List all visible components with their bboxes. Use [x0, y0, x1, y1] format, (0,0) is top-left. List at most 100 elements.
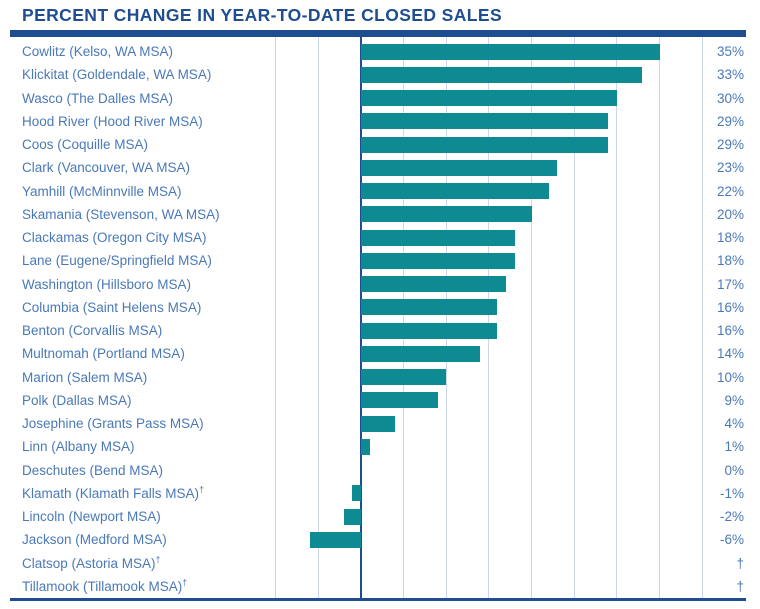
bar — [361, 369, 447, 386]
bar — [352, 485, 361, 502]
chart-row: Clark (Vancouver, WA MSA) 23% — [0, 156, 760, 179]
row-label: Clackamas (Oregon City MSA) — [22, 230, 207, 245]
row-label: Cowlitz (Kelso, WA MSA) — [22, 44, 174, 59]
row-label: Lincoln (Newport MSA) — [22, 509, 161, 524]
value-label: 1% — [724, 439, 744, 455]
footnote-dagger: † — [199, 484, 205, 495]
bar — [361, 322, 498, 339]
row-label: Coos (Coquille MSA) — [22, 137, 149, 152]
gridline — [531, 37, 533, 598]
bar — [361, 159, 558, 176]
gridline — [445, 37, 447, 598]
value-label: 17% — [716, 276, 744, 292]
row-label: Klamath (Klamath Falls MSA)† — [22, 484, 205, 501]
row-label: Multnomah (Portland MSA) — [22, 346, 185, 362]
value-label: 29% — [716, 113, 744, 129]
chart-row: Clackamas (Oregon City MSA) 18% — [0, 226, 760, 249]
gridline — [659, 37, 661, 598]
footnote-dagger: † — [155, 554, 161, 564]
value-label: 16% — [716, 323, 744, 338]
row-label: Clark (Vancouver, WA MSA) — [22, 160, 191, 176]
value-label: 29% — [716, 137, 744, 152]
chart-row: Benton (Corvallis MSA) 16% — [0, 319, 760, 342]
value-label: 18% — [716, 230, 744, 245]
value-label: 4% — [724, 416, 744, 431]
bar — [361, 438, 370, 455]
bar — [361, 136, 609, 153]
bar — [361, 43, 660, 60]
bar — [361, 276, 506, 293]
row-label: Hood River (Hood River MSA) — [22, 113, 203, 129]
chart-row: Deschutes (Bend MSA) 0% — [0, 459, 760, 482]
bar — [343, 508, 361, 525]
row-label: Washington (Hillsboro MSA) — [22, 276, 192, 292]
chart-row: Polk (Dallas MSA) 9% — [0, 389, 760, 412]
bar — [361, 415, 396, 432]
gridline — [275, 37, 277, 598]
row-label: Marion (Salem MSA) — [22, 369, 148, 385]
value-label: 22% — [716, 183, 744, 199]
bar — [361, 299, 498, 316]
bar — [361, 252, 515, 269]
chart-row: Marion (Salem MSA) 10% — [0, 366, 760, 389]
zero-axis-line — [359, 37, 363, 598]
chart-row: Skamania (Stevenson, WA MSA) 20% — [0, 203, 760, 226]
chart-row: Cowlitz (Kelso, WA MSA) 35% — [0, 40, 760, 63]
row-label: Benton (Corvallis MSA) — [22, 323, 163, 338]
row-label: Linn (Albany MSA) — [22, 439, 135, 455]
value-label: † — [736, 555, 744, 571]
chart-row: Clatsop (Astoria MSA)† † — [0, 552, 760, 575]
chart-row: Klickitat (Goldendale, WA MSA) 33% — [0, 63, 760, 86]
chart-row: Lane (Eugene/Springfield MSA) 18% — [0, 249, 760, 272]
bar — [361, 183, 549, 200]
bar — [361, 345, 481, 362]
row-label: Polk (Dallas MSA) — [22, 392, 132, 408]
x-axis-line — [10, 598, 746, 601]
row-label: Klickitat (Goldendale, WA MSA) — [22, 67, 212, 83]
chart-row: Coos (Coquille MSA) 29% — [0, 133, 760, 156]
gridline — [573, 37, 575, 598]
row-label: Columbia (Saint Helens MSA) — [22, 299, 202, 315]
chart-row: Yamhill (McMinnville MSA) 22% — [0, 180, 760, 203]
gridline — [701, 37, 703, 598]
value-label: -6% — [719, 532, 744, 548]
gridline — [616, 37, 618, 598]
chart-row: Wasco (The Dalles MSA) 30% — [0, 87, 760, 110]
chart-row: Linn (Albany MSA) 1% — [0, 435, 760, 458]
chart-row: Josephine (Grants Pass MSA) 4% — [0, 412, 760, 435]
chart-row: Klamath (Klamath Falls MSA)† -1% — [0, 482, 760, 505]
chart-title: PERCENT CHANGE IN YEAR-TO-DATE CLOSED SA… — [22, 5, 503, 25]
value-label: 9% — [724, 392, 744, 408]
chart-row: Multnomah (Portland MSA) 14% — [0, 342, 760, 365]
bar — [361, 392, 438, 409]
gridline — [488, 37, 490, 598]
chart-row: Columbia (Saint Helens MSA) 16% — [0, 296, 760, 319]
gridline — [403, 37, 405, 598]
row-label: Clatsop (Astoria MSA)† — [22, 554, 161, 571]
footnote-dagger: † — [182, 577, 188, 588]
value-label: † — [736, 578, 744, 594]
row-label: Deschutes (Bend MSA) — [22, 462, 164, 478]
chart-row: Lincoln (Newport MSA) -2% — [0, 505, 760, 528]
row-label: Lane (Eugene/Springfield MSA) — [22, 253, 212, 269]
row-label: Wasco (The Dalles MSA) — [22, 90, 174, 106]
bar — [361, 66, 643, 83]
value-label: 30% — [716, 90, 744, 106]
row-label: Skamania (Stevenson, WA MSA) — [22, 206, 220, 222]
chart-row: Washington (Hillsboro MSA) 17% — [0, 273, 760, 296]
value-label: 14% — [716, 346, 744, 362]
row-label: Josephine (Grants Pass MSA) — [22, 416, 204, 431]
bar — [361, 113, 609, 130]
value-label: 16% — [716, 299, 744, 315]
value-label: 20% — [716, 206, 744, 222]
bar — [361, 206, 532, 223]
bar — [309, 531, 361, 548]
row-label: Tillamook (Tillamook MSA)† — [22, 577, 188, 594]
value-label: 33% — [716, 67, 744, 83]
chart-row: Jackson (Medford MSA) -6% — [0, 528, 760, 551]
gridline — [317, 37, 319, 598]
chart-row: Hood River (Hood River MSA) 29% — [0, 110, 760, 133]
value-label: -1% — [719, 485, 744, 501]
row-label: Jackson (Medford MSA) — [22, 532, 167, 548]
chart-row: Tillamook (Tillamook MSA)† † — [0, 575, 760, 598]
